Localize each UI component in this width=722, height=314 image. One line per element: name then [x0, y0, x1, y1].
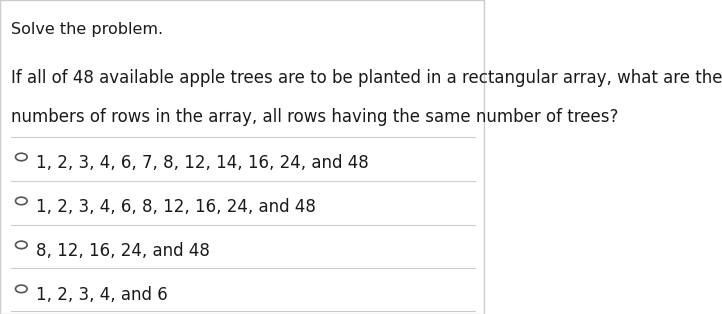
Circle shape: [15, 153, 27, 161]
Text: 1, 2, 3, 4, 6, 7, 8, 12, 14, 16, 24, and 48: 1, 2, 3, 4, 6, 7, 8, 12, 14, 16, 24, and…: [36, 154, 369, 172]
Text: 8, 12, 16, 24, and 48: 8, 12, 16, 24, and 48: [36, 242, 209, 260]
Circle shape: [15, 197, 27, 205]
Text: If all of 48 available apple trees are to be planted in a rectangular array, wha: If all of 48 available apple trees are t…: [11, 69, 722, 87]
Text: numbers of rows in the array, all rows having the same number of trees?: numbers of rows in the array, all rows h…: [11, 108, 618, 126]
Circle shape: [15, 241, 27, 249]
Circle shape: [15, 285, 27, 293]
Text: 1, 2, 3, 4, and 6: 1, 2, 3, 4, and 6: [36, 286, 168, 304]
Text: Solve the problem.: Solve the problem.: [11, 22, 162, 37]
Text: 1, 2, 3, 4, 6, 8, 12, 16, 24, and 48: 1, 2, 3, 4, 6, 8, 12, 16, 24, and 48: [36, 198, 316, 216]
FancyBboxPatch shape: [0, 0, 484, 314]
